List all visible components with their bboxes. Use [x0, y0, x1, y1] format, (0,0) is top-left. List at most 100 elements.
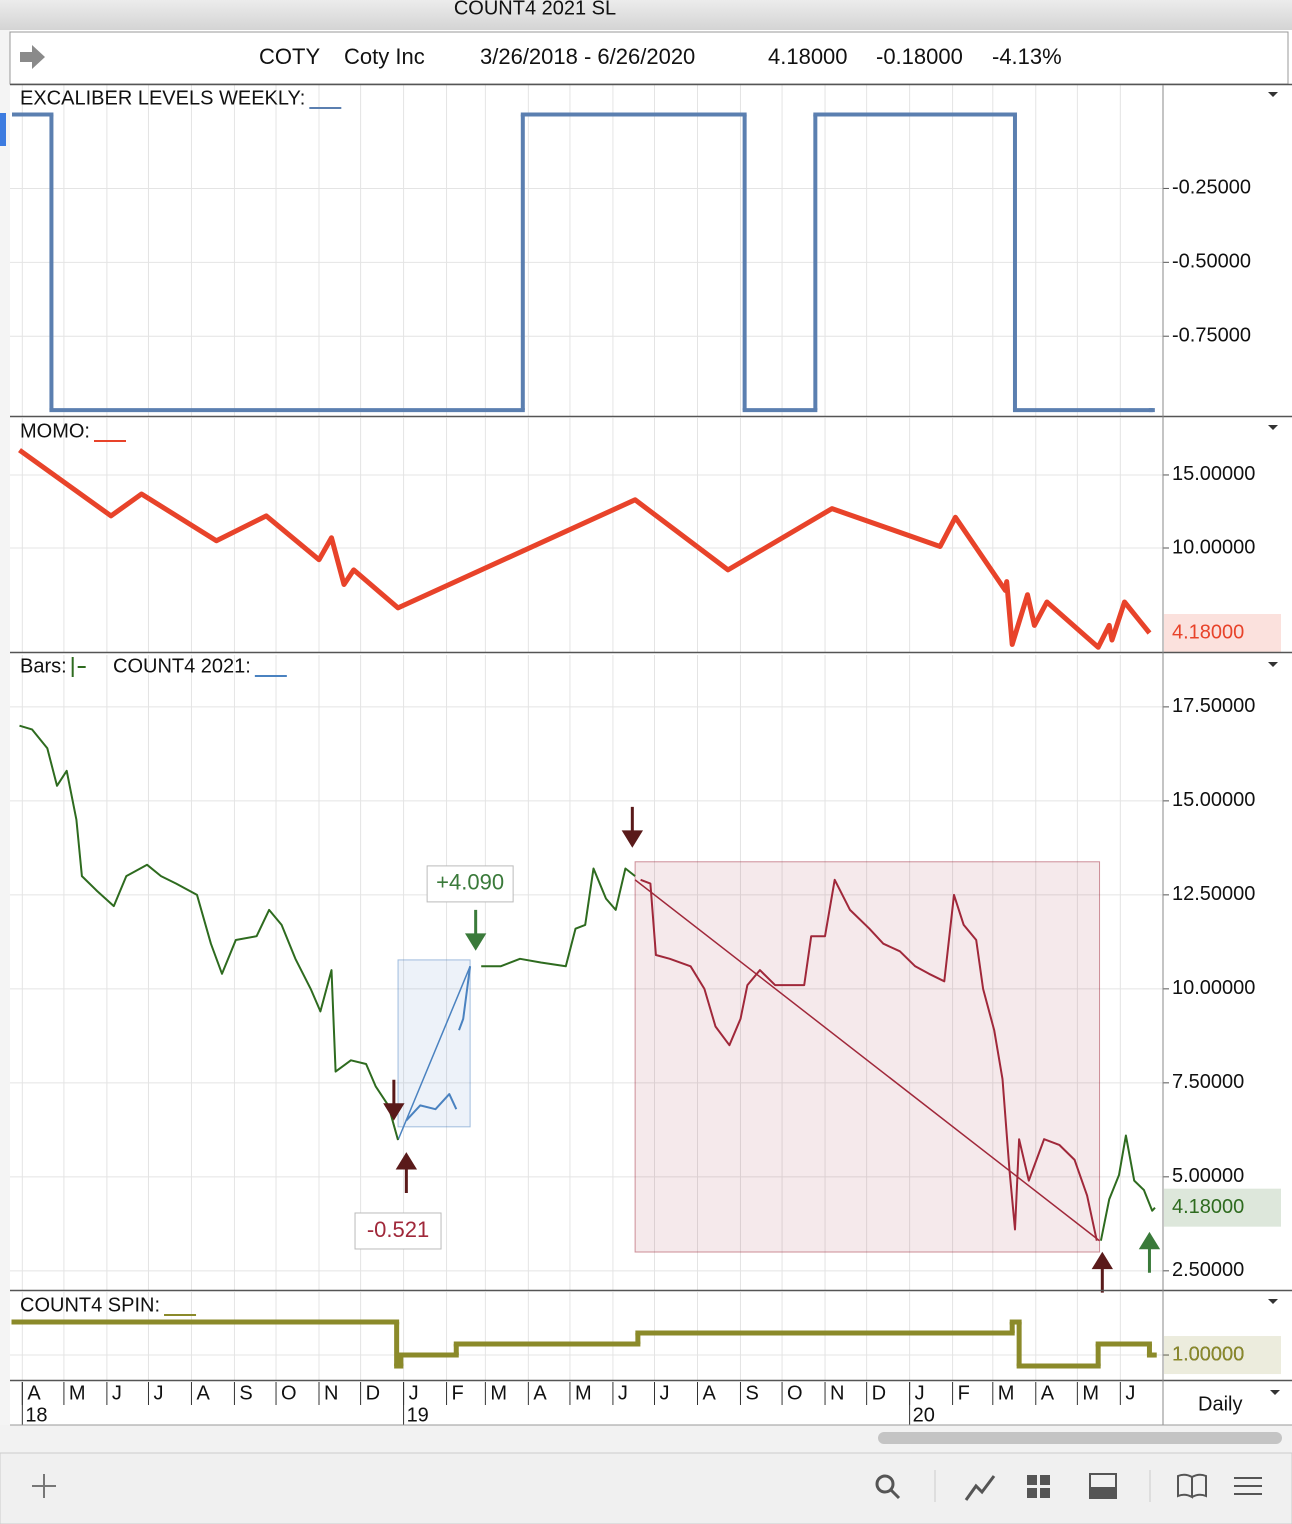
add-button[interactable] — [32, 1474, 56, 1498]
date-range: 3/26/2018 - 6/26/2020 — [480, 44, 695, 69]
year-label: 20 — [913, 1404, 935, 1426]
x-tick-label: A — [533, 1382, 547, 1404]
interval-menu[interactable] — [1270, 1390, 1280, 1395]
link-arrow[interactable] — [20, 45, 45, 69]
y-tick-label: 17.50000 — [1172, 695, 1255, 717]
legend-swatch — [71, 657, 86, 677]
last-value-box — [1164, 614, 1281, 653]
y-tick-label: -0.25000 — [1172, 177, 1251, 199]
toolbar — [0, 1452, 1292, 1524]
last-value-label: 4.18000 — [1172, 621, 1244, 643]
trade-label-box — [354, 1212, 442, 1250]
year-label: 18 — [25, 1404, 47, 1426]
price-line — [19, 724, 399, 1141]
search-button[interactable] — [875, 1474, 901, 1500]
layout-button[interactable] — [1027, 1475, 1050, 1498]
trade-label-box — [426, 865, 514, 903]
last-value-label: 1.00000 — [1172, 1343, 1244, 1365]
y-tick-label: 7.50000 — [1172, 1071, 1244, 1093]
scrollbar-thumb[interactable] — [878, 1432, 1282, 1444]
year-label: 19 — [407, 1404, 429, 1426]
x-tick-label: A — [1041, 1382, 1055, 1404]
x-tick-label: J — [1125, 1382, 1135, 1404]
x-tick-label: S — [745, 1382, 758, 1404]
x-tick-label: J — [153, 1382, 163, 1404]
x-tick-label: M — [69, 1382, 86, 1404]
signal-arrow — [395, 1152, 418, 1194]
interval-selector[interactable]: Daily — [1198, 1393, 1242, 1415]
trade-label: +4.090 — [436, 870, 504, 895]
panel-menu[interactable] — [1268, 1299, 1278, 1304]
panel-menu[interactable] — [1268, 662, 1278, 667]
panel-title: EXCALIBER LEVELS WEEKLY: — [20, 87, 305, 109]
last-value-box — [1164, 1188, 1281, 1227]
trade-line — [634, 879, 1101, 1242]
y-tick-label: 10.00000 — [1172, 536, 1255, 558]
x-tick-label: S — [239, 1382, 252, 1404]
x-tick-label: N — [830, 1382, 844, 1404]
signal-arrow — [1138, 1231, 1161, 1273]
y-tick-label: 15.00000 — [1172, 463, 1255, 485]
notes-button[interactable] — [1177, 1473, 1207, 1499]
momentum-line — [18, 448, 1152, 650]
panel-title: MOMO: — [20, 420, 90, 442]
x-tick-label: J — [409, 1382, 419, 1404]
symbol: COTY — [259, 44, 320, 69]
y-tick-label: 2.50000 — [1172, 1259, 1244, 1281]
price-line — [1099, 1134, 1156, 1241]
panel-menu[interactable] — [1268, 425, 1278, 430]
price-line — [405, 966, 472, 1122]
panel-button[interactable] — [1089, 1473, 1117, 1499]
x-tick-label: F — [452, 1382, 464, 1404]
y-tick-label: -0.75000 — [1172, 324, 1251, 346]
company-name: Coty Inc — [344, 44, 425, 69]
trade-box — [634, 861, 1101, 1253]
trade-label: -0.521 — [367, 1217, 429, 1242]
y-tick-label: -0.50000 — [1172, 251, 1251, 273]
x-tick-label: A — [196, 1382, 210, 1404]
x-tick-label: N — [324, 1382, 338, 1404]
y-tick-label: 10.00000 — [1172, 977, 1255, 999]
y-tick-label: 12.50000 — [1172, 883, 1255, 905]
y-tick-label: 15.00000 — [1172, 789, 1255, 811]
price-line — [481, 867, 636, 968]
trade-box — [397, 959, 471, 1128]
signal-arrow — [621, 806, 644, 848]
left-strip — [0, 30, 10, 1425]
y-tick-label: 1.00000 — [1172, 1343, 1244, 1365]
x-tick-label: M — [490, 1382, 507, 1404]
x-tick-label: O — [787, 1382, 803, 1404]
signal-arrow — [383, 1079, 405, 1121]
x-tick-label: J — [660, 1382, 670, 1404]
selection-marker — [0, 113, 6, 146]
y-tick-label: 5.00000 — [1172, 1165, 1244, 1187]
x-tick-label: M — [998, 1382, 1015, 1404]
x-tick-label: M — [1082, 1382, 1099, 1404]
price-line — [640, 878, 1098, 1241]
signal-arrow — [464, 909, 487, 951]
legend-label: Bars: — [20, 655, 67, 677]
last-value-label: 4.18000 — [1172, 1196, 1244, 1218]
panel-title: COUNT4 SPIN: — [20, 1294, 160, 1316]
x-tick-label: J — [618, 1382, 628, 1404]
menu-button[interactable] — [1234, 1477, 1262, 1495]
panel-menu[interactable] — [1268, 92, 1278, 97]
x-tick-label: J — [915, 1382, 925, 1404]
x-tick-label: D — [366, 1382, 380, 1404]
x-tick-label: F — [958, 1382, 970, 1404]
x-tick-label: J — [112, 1382, 122, 1404]
x-tick-label: D — [872, 1382, 886, 1404]
title-bar — [0, 0, 1292, 30]
header-bar — [9, 31, 1289, 85]
x-tick-label: M — [575, 1382, 592, 1404]
x-tick-label: A — [27, 1382, 41, 1404]
price-change: -0.18000 — [876, 44, 963, 69]
chart-style-button[interactable] — [964, 1475, 996, 1501]
trade-line — [397, 966, 471, 1141]
signal-arrow — [1091, 1251, 1114, 1293]
last-value-box — [1164, 1336, 1281, 1375]
toolbar-separator — [934, 1470, 1151, 1502]
x-tick-label: O — [281, 1382, 297, 1404]
